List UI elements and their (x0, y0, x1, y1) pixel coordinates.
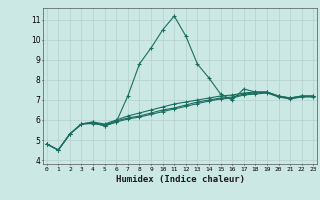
X-axis label: Humidex (Indice chaleur): Humidex (Indice chaleur) (116, 175, 244, 184)
